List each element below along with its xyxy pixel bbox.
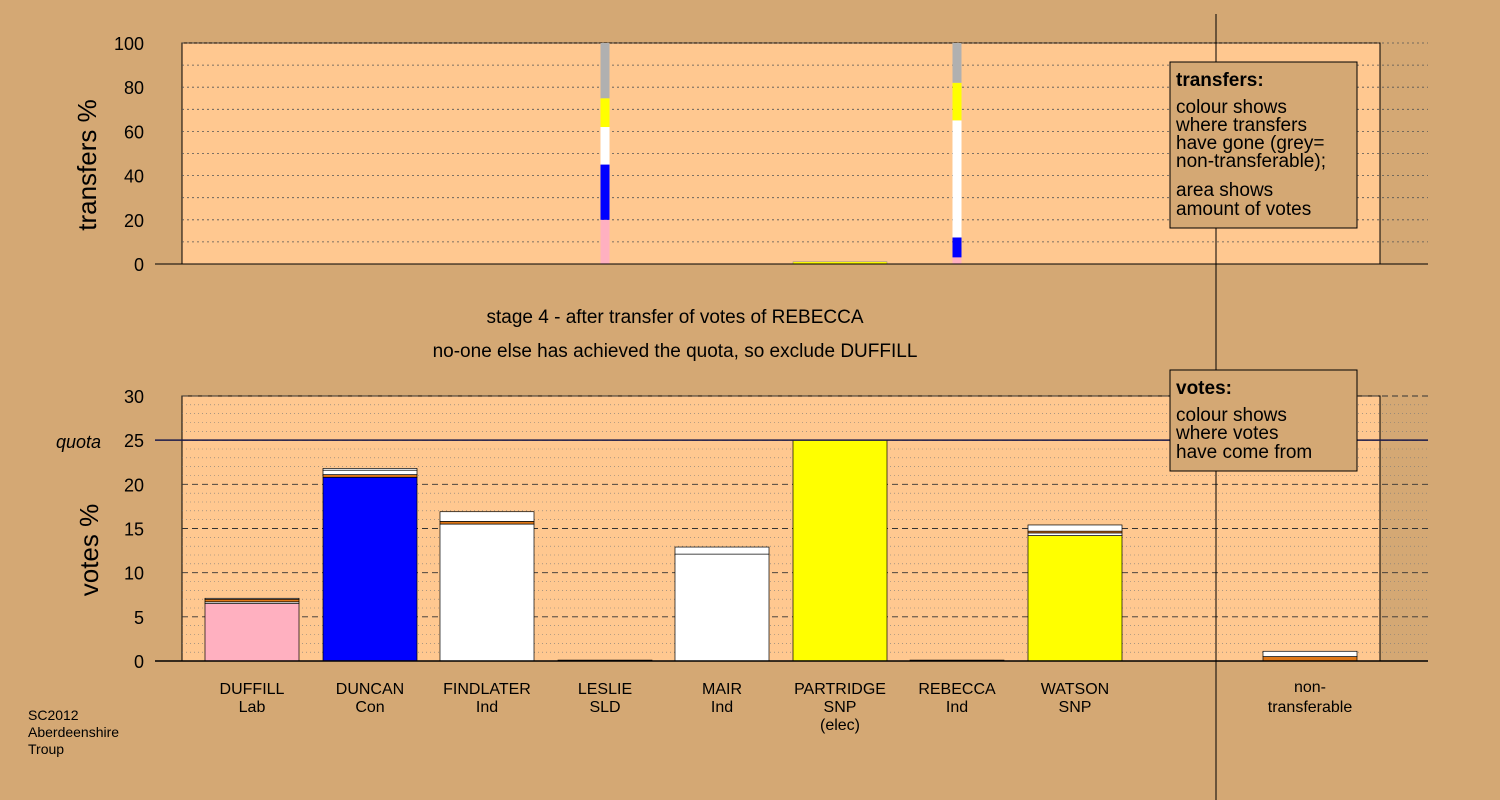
transfers-legend-line: colour shows xyxy=(1176,97,1287,118)
candidate-party: Con xyxy=(355,699,384,716)
vote-bar-segment xyxy=(1027,532,1123,536)
transfer-bar-segment xyxy=(952,257,962,264)
top-y-tick-label: 100 xyxy=(114,34,144,54)
candidate-name: MAIR xyxy=(702,681,742,698)
transfers-legend-line: where transfers xyxy=(1175,115,1307,136)
top-y-tick-label: 60 xyxy=(124,122,144,142)
candidate-party: transferable xyxy=(1268,699,1353,716)
transfers-legend-line: area shows xyxy=(1176,180,1273,201)
top-y-tick-label: 20 xyxy=(124,211,144,231)
votes-legend-line: have come from xyxy=(1176,442,1312,463)
top-y-tick-label: 80 xyxy=(124,78,144,98)
candidate-party: Lab xyxy=(239,699,266,716)
candidate-name: non- xyxy=(1294,679,1326,696)
top-tick-labels: 0 20 40 60 80 100 xyxy=(114,34,144,275)
vote-bar-segment xyxy=(439,523,535,662)
vote-bar-segment xyxy=(204,603,300,662)
candidate-party: Ind xyxy=(476,699,498,716)
transfer-bar-segment xyxy=(952,82,962,121)
bottom-y-tick-label: 20 xyxy=(124,475,144,495)
vote-bar-segment xyxy=(439,511,535,522)
transfers-legend-line: non-transferable); xyxy=(1176,151,1326,172)
bottom-tick-labels: 0 5 10 15 20 25 30 xyxy=(124,387,144,672)
transfers-legend-line: amount of votes xyxy=(1176,199,1311,220)
candidate-name: DUNCAN xyxy=(336,681,404,698)
candidate-name: DUFFILL xyxy=(220,681,285,698)
footer-line: SC2012 xyxy=(28,707,79,723)
bottom-y-tick-label: 0 xyxy=(134,652,144,672)
top-y-tick-label: 0 xyxy=(134,255,144,275)
stage-line-1: stage 4 - after transfer of votes of REB… xyxy=(487,307,864,328)
transfer-bar-segment xyxy=(952,120,962,238)
candidate-party: Ind xyxy=(711,699,733,716)
vote-bar-segment xyxy=(674,546,770,555)
candidate-name: REBECCA xyxy=(918,681,996,698)
candidate-party: SNP xyxy=(1059,699,1092,716)
transfer-bar-segment xyxy=(952,237,962,258)
bottom-bars xyxy=(204,439,1358,662)
bottom-y-axis-title: votes % xyxy=(74,504,104,597)
transfer-bar-segment xyxy=(600,126,610,165)
votes-legend-title: votes: xyxy=(1176,378,1232,399)
votes-legend-line: colour shows xyxy=(1176,405,1287,426)
vote-bar-segment xyxy=(322,468,418,471)
transfer-bar-segment xyxy=(600,219,610,264)
footer-line: Troup xyxy=(28,741,64,757)
top-y-tick-label: 40 xyxy=(124,167,144,187)
transfer-bar-segment xyxy=(600,98,610,127)
vote-bar-segment xyxy=(1027,524,1123,532)
vote-bar-segment xyxy=(439,521,535,525)
vote-bar-segment xyxy=(322,476,418,662)
bottom-y-tick-label: 5 xyxy=(134,608,144,628)
transfer-bar-segment xyxy=(952,43,962,83)
vote-bar-segment xyxy=(322,469,418,475)
transfer-bar-segment xyxy=(600,43,610,99)
candidate-name: PARTRIDGE xyxy=(794,681,886,698)
candidate-labels: DUFFILLLabDUNCANConFINDLATERIndLESLIESLD… xyxy=(220,679,1353,734)
candidate-name: FINDLATER xyxy=(443,681,531,698)
bottom-y-tick-label: 10 xyxy=(124,564,144,584)
transfers-legend: transfers: colour shows where transfers … xyxy=(1169,61,1358,229)
stage-line-2: no-one else has achieved the quota, so e… xyxy=(433,341,918,362)
vote-bar-segment xyxy=(1027,535,1123,662)
top-y-axis-title: transfers % xyxy=(72,99,102,231)
quota-label: quota xyxy=(56,432,101,452)
votes-legend: votes: colour shows where votes have com… xyxy=(1169,369,1358,472)
vote-bar-segment xyxy=(204,597,300,600)
candidate-party: Ind xyxy=(946,699,968,716)
transfers-legend-title: transfers: xyxy=(1176,70,1264,91)
candidate-name: LESLIE xyxy=(578,681,632,698)
transfer-bar-segment xyxy=(600,164,610,220)
candidate-name: WATSON xyxy=(1041,681,1109,698)
vote-bar-segment xyxy=(792,439,888,662)
vote-bar-segment xyxy=(1262,650,1358,657)
bottom-y-tick-label: 30 xyxy=(124,387,144,407)
bottom-y-tick-label: 25 xyxy=(124,431,144,451)
candidate-status: (elec) xyxy=(820,717,860,734)
footer-line: Aberdeenshire xyxy=(28,724,119,740)
transfers-legend-line: have gone (grey= xyxy=(1176,133,1324,154)
vote-bar-segment xyxy=(674,553,770,662)
candidate-party: SNP xyxy=(824,699,857,716)
candidate-party: SLD xyxy=(589,699,620,716)
bottom-y-tick-label: 15 xyxy=(124,520,144,540)
vote-bar-segment xyxy=(322,474,418,478)
votes-legend-line: where votes xyxy=(1175,423,1278,444)
